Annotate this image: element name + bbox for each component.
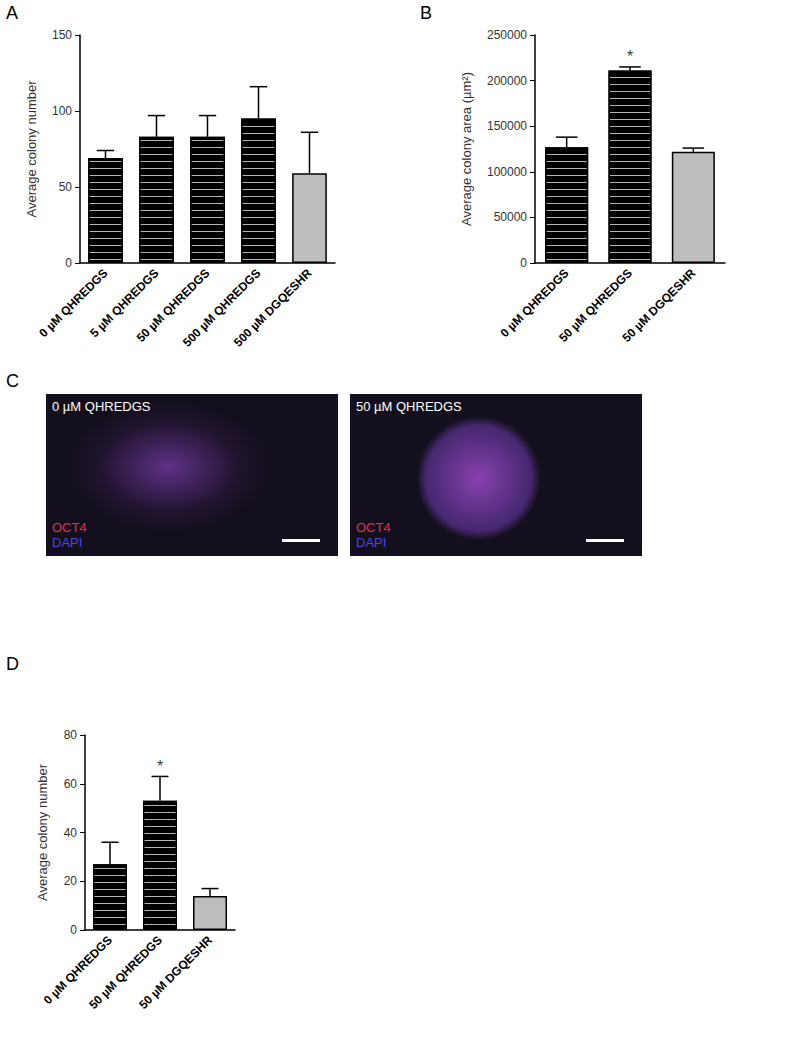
html-text:DAPI: DAPI <box>52 535 83 550</box>
svg-text:50: 50 <box>59 180 73 194</box>
svg-text:0: 0 <box>520 256 527 270</box>
svg-text:500 µM QHREDGS: 500 µM QHREDGS <box>179 266 264 350</box>
html-text:0 µM QHREDGS: 0 µM QHREDGS <box>52 399 151 414</box>
svg-text:0: 0 <box>70 923 77 937</box>
svg-text:Average colony area (µm²): Average colony area (µm²) <box>459 72 474 226</box>
svg-text:80: 80 <box>64 728 78 742</box>
svg-text:*: * <box>627 48 633 65</box>
svg-text:20: 20 <box>64 874 78 888</box>
svg-text:250000: 250000 <box>487 28 527 42</box>
svg-text:A: A <box>6 3 18 23</box>
svg-text:60: 60 <box>64 777 78 791</box>
svg-text:D: D <box>6 654 19 674</box>
svg-text:150000: 150000 <box>487 119 527 133</box>
svg-text:50 µM QHREDGS: 50 µM QHREDGS <box>556 266 635 345</box>
svg-text:50 µM QHREDGS: 50 µM QHREDGS <box>86 933 165 1012</box>
svg-text:200000: 200000 <box>487 74 527 88</box>
svg-text:5 µM QHREDGS: 5 µM QHREDGS <box>87 266 162 341</box>
svg-text:50 µM DGQESHR: 50 µM DGQESHR <box>136 933 215 1012</box>
svg-text:Average colony number: Average colony number <box>35 763 50 901</box>
svg-text:0 µM QHREDGS: 0 µM QHREDGS <box>36 266 111 341</box>
svg-text:B: B <box>420 3 432 23</box>
html-text:DAPI: DAPI <box>356 535 387 550</box>
svg-text:500 µM DGQESHR: 500 µM DGQESHR <box>231 266 315 350</box>
svg-text:50 µM QHREDGS: 50 µM QHREDGS <box>133 266 213 345</box>
svg-text:50000: 50000 <box>494 210 528 224</box>
svg-text:150: 150 <box>52 28 72 42</box>
svg-text:Average colony number: Average colony number <box>24 80 39 218</box>
html-text:OCT4: OCT4 <box>356 520 391 535</box>
svg-text:0 µM QHREDGS: 0 µM QHREDGS <box>40 933 115 1008</box>
svg-text:C: C <box>6 371 19 391</box>
html-text:50 µM QHREDGS: 50 µM QHREDGS <box>356 399 462 414</box>
svg-text:100000: 100000 <box>487 165 527 179</box>
html-text:OCT4: OCT4 <box>52 520 87 535</box>
svg-text:0: 0 <box>65 256 72 270</box>
svg-text:0 µM QHREDGS: 0 µM QHREDGS <box>498 266 572 340</box>
svg-text:*: * <box>157 758 163 775</box>
svg-text:100: 100 <box>52 104 72 118</box>
svg-text:50 µM DGQESHR: 50 µM DGQESHR <box>619 266 698 345</box>
svg-text:40: 40 <box>64 826 78 840</box>
